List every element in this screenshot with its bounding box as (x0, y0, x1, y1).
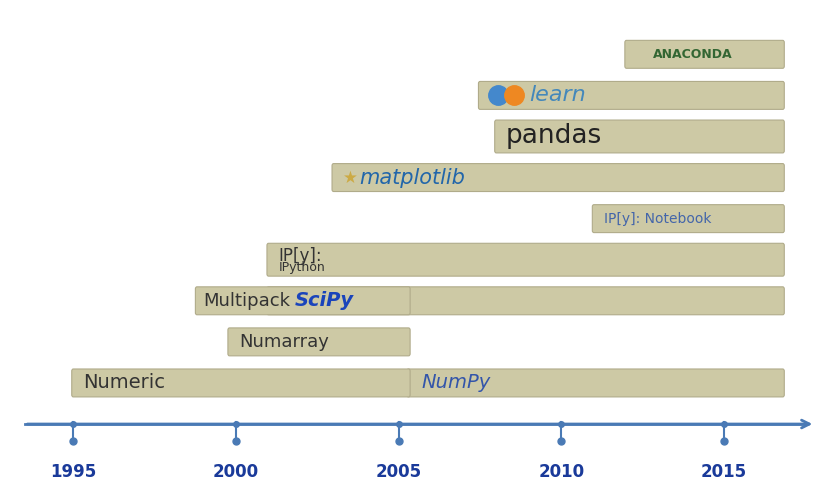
Text: SciPy: SciPy (295, 291, 354, 310)
Text: pandas: pandas (506, 123, 603, 149)
Text: 1995: 1995 (51, 463, 96, 481)
Text: ★: ★ (344, 169, 364, 187)
Text: learn: learn (529, 86, 586, 106)
Text: IP[y]:: IP[y]: (278, 246, 322, 265)
FancyBboxPatch shape (407, 369, 784, 397)
FancyBboxPatch shape (593, 205, 784, 232)
Text: IP[y]: Notebook: IP[y]: Notebook (603, 212, 711, 226)
Text: 2015: 2015 (701, 463, 747, 481)
FancyBboxPatch shape (71, 369, 410, 397)
FancyBboxPatch shape (267, 287, 784, 315)
FancyBboxPatch shape (332, 163, 784, 192)
Text: ANACONDA: ANACONDA (652, 48, 732, 61)
FancyBboxPatch shape (195, 287, 410, 315)
Text: 2010: 2010 (539, 463, 584, 481)
Text: IPython: IPython (278, 262, 325, 275)
Text: Numarray: Numarray (239, 333, 330, 351)
Text: 2000: 2000 (213, 463, 259, 481)
Text: matplotlib: matplotlib (359, 167, 466, 188)
FancyBboxPatch shape (478, 81, 784, 109)
FancyBboxPatch shape (625, 40, 784, 68)
FancyBboxPatch shape (495, 120, 784, 153)
Text: Numeric: Numeric (83, 373, 165, 392)
Text: Multipack: Multipack (203, 292, 290, 310)
FancyBboxPatch shape (267, 243, 784, 276)
Text: 2005: 2005 (376, 463, 422, 481)
Text: NumPy: NumPy (422, 373, 491, 392)
FancyBboxPatch shape (228, 328, 410, 356)
